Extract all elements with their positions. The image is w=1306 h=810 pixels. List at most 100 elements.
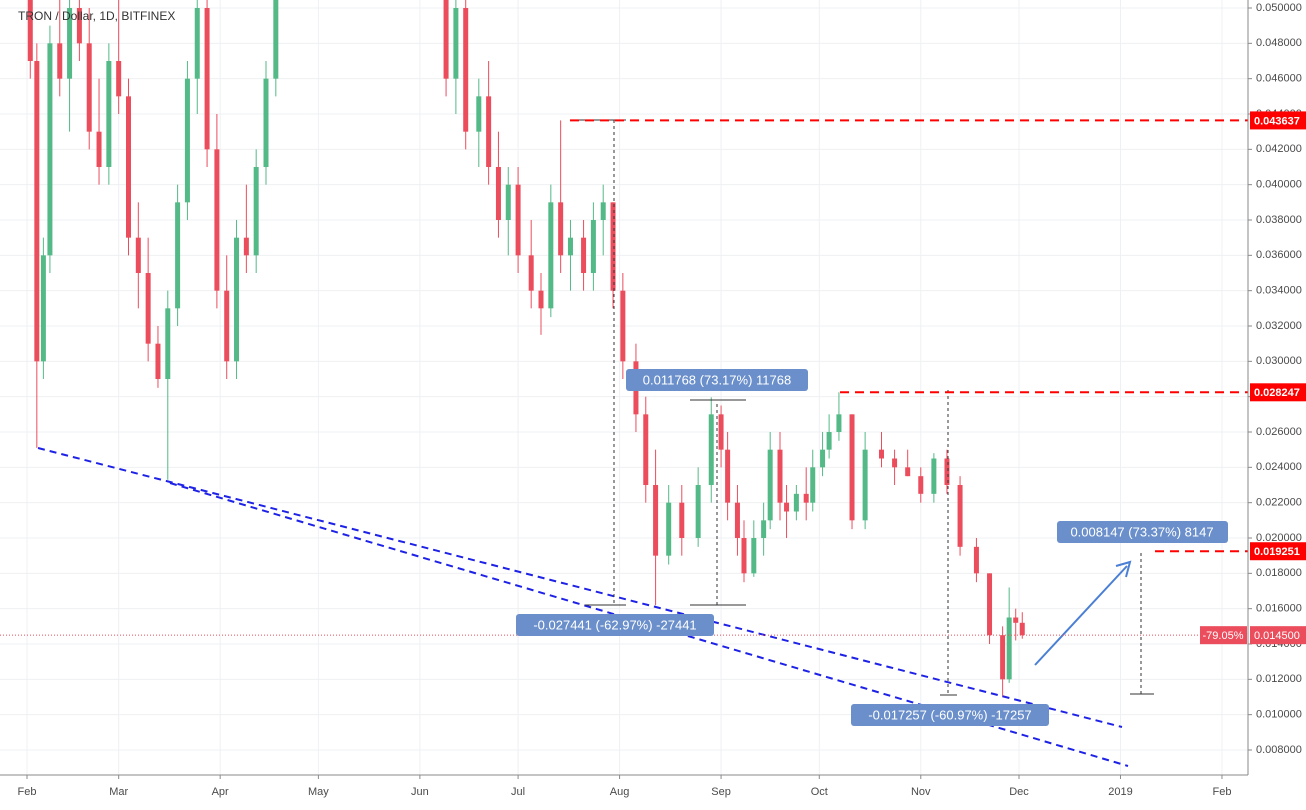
candle-body <box>793 493 799 512</box>
candle-body <box>476 96 482 132</box>
y-tick-label: 0.038000 <box>1256 214 1302 226</box>
candle-body <box>708 414 714 486</box>
candle-body <box>76 8 82 44</box>
y-tick-label: 0.032000 <box>1256 320 1302 332</box>
candle-body <box>741 538 747 574</box>
candle-body <box>234 237 240 362</box>
candle-body <box>155 343 161 380</box>
candle-body <box>1019 622 1025 636</box>
y-tick-label: 0.030000 <box>1256 355 1302 367</box>
label-box <box>851 704 1049 726</box>
label-box <box>626 369 808 391</box>
label-box <box>516 614 714 636</box>
candle-body <box>505 184 511 221</box>
candle-body <box>878 449 884 459</box>
candle-body <box>1000 635 1006 680</box>
y-tick-label: 0.012000 <box>1256 673 1302 685</box>
candle-body <box>666 502 672 556</box>
y-tick-label: 0.024000 <box>1256 461 1302 473</box>
candle-body <box>987 573 993 636</box>
y-tick-label: 0.020000 <box>1256 532 1302 544</box>
measure-tools <box>570 119 1154 696</box>
candle-body <box>1006 617 1012 680</box>
candle-body <box>538 290 544 309</box>
arrow-head <box>1115 560 1132 578</box>
candle-body <box>86 43 92 132</box>
candle-body <box>194 8 200 79</box>
candle-body <box>695 485 701 539</box>
candle-body <box>610 202 616 291</box>
measurement-label: 0.011768 (73.17%) 11768 <box>643 372 791 387</box>
candle-body <box>957 485 963 547</box>
candle-body <box>836 414 842 433</box>
price-label: 0.043637 <box>1254 115 1300 127</box>
candle-body <box>777 449 783 503</box>
y-tick-label: 0.016000 <box>1256 603 1302 615</box>
candle-body <box>515 184 521 256</box>
candle-body <box>590 220 596 274</box>
measurement-labels: -0.027441 (-62.97%) -27441 0.011768 (73.… <box>516 369 1228 726</box>
x-tick-label: May <box>308 786 329 798</box>
candle-body <box>495 167 501 221</box>
price-label-box <box>1250 383 1306 402</box>
candle-body <box>548 202 554 309</box>
y-tick-label: 0.026000 <box>1256 426 1302 438</box>
candle-body <box>849 414 855 521</box>
candle-body <box>273 0 279 79</box>
candle-body <box>761 520 767 539</box>
measurement-label: -0.027441 (-62.97%) -27441 <box>533 617 696 632</box>
candle-body <box>528 255 534 291</box>
price-label-box <box>1250 111 1306 130</box>
candle-body <box>67 8 73 79</box>
price-label: 0.019251 <box>1254 546 1300 558</box>
y-tick-label: 0.010000 <box>1256 709 1302 721</box>
candle-body <box>486 96 492 168</box>
y-tick-label: 0.042000 <box>1256 143 1302 155</box>
candle-body <box>892 458 898 468</box>
candle-body <box>803 493 809 503</box>
trend-line <box>37 447 1123 728</box>
price-labels: 0.043637 0.028247 0.019251 -79.05% 0.014500 <box>1200 111 1306 645</box>
x-tick-label: Oct <box>811 786 828 798</box>
candle-body <box>973 546 979 574</box>
y-tick-label: 0.034000 <box>1256 285 1302 297</box>
candle-body <box>106 61 112 168</box>
y-tick-label: 0.022000 <box>1256 497 1302 509</box>
candle-body <box>224 290 230 362</box>
candle-body <box>184 78 190 203</box>
candle-body <box>810 467 816 503</box>
measurement-label: -0.017257 (-60.97%) -17257 <box>868 707 1031 722</box>
candle-body <box>145 273 151 344</box>
y-tick-label: 0.046000 <box>1256 73 1302 85</box>
candle-body <box>165 308 171 380</box>
y-tick-label: 0.050000 <box>1256 2 1302 14</box>
candle-body <box>725 449 731 503</box>
candle-body <box>214 149 220 291</box>
candle-body <box>96 131 102 168</box>
candle-body <box>453 8 459 79</box>
candle-body <box>1013 617 1019 623</box>
x-tick-label: Nov <box>911 786 931 798</box>
y-tick-label: 0.036000 <box>1256 249 1302 261</box>
candle-body <box>944 458 950 486</box>
candle-body <box>27 0 33 62</box>
label-box <box>1057 521 1228 543</box>
x-tick-label: 2019 <box>1108 786 1132 798</box>
candle-body <box>463 8 469 132</box>
y-tick-label: 0.040000 <box>1256 179 1302 191</box>
y-tick-label: 0.008000 <box>1256 744 1302 756</box>
measurement-label: 0.008147 (73.37%) 8147 <box>1070 524 1213 539</box>
x-tick-label: Mar <box>109 786 128 798</box>
x-tick-label: Jun <box>411 786 429 798</box>
x-tick-label: Aug <box>610 786 630 798</box>
candle-body <box>751 538 757 574</box>
candle-body <box>862 449 868 521</box>
x-tick-label: Sep <box>711 786 731 798</box>
candle-body <box>643 414 649 486</box>
candle-body <box>600 202 606 221</box>
chart-title: TRON / Dollar, 1D, BITFINEX <box>18 9 175 23</box>
candle-body <box>175 202 181 309</box>
x-tick-label: Apr <box>212 786 229 798</box>
candle-body <box>253 167 259 256</box>
